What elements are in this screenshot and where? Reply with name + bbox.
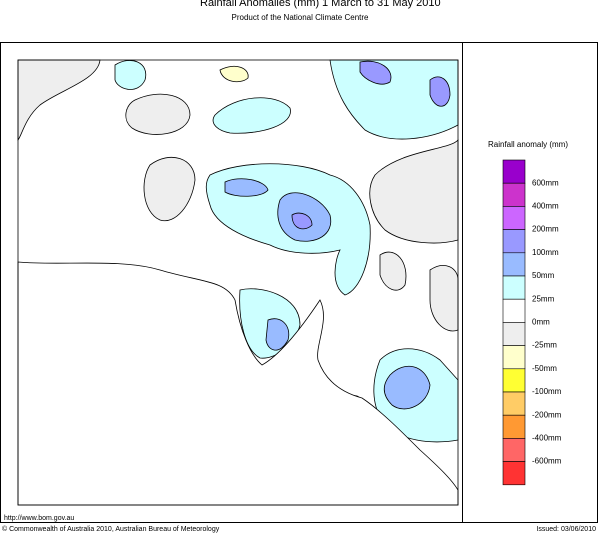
legend-label: 400mm: [532, 202, 559, 211]
very-wet-region: [265, 318, 290, 351]
legend-swatch: [502, 252, 526, 277]
legend-swatch: [502, 298, 526, 323]
subtitle: Product of the National Climate Centre: [232, 13, 370, 22]
legend-swatch: [502, 368, 526, 393]
map: [17, 59, 459, 506]
very-wet-region: [359, 60, 392, 85]
legend-title: Rainfall anomaly (mm): [488, 140, 568, 149]
legend: 600mm 400mm 200mm 100mm 50mm 25mm 0mm -25mm -50m…: [502, 159, 562, 486]
legend-swatch: [502, 438, 526, 462]
legend-label: 25mm: [532, 294, 555, 303]
legend-label: 50mm: [532, 271, 555, 280]
wet-region: [114, 60, 147, 90]
very-wet-region: [224, 178, 269, 197]
dry-region: [379, 251, 407, 291]
legend-swatch: [502, 159, 526, 184]
legend-swatch: [502, 275, 526, 300]
legend-label: 600mm: [532, 178, 559, 187]
legend-label: -200mm: [532, 410, 562, 419]
issued: Issued: 03/06/2010: [536, 526, 596, 533]
legend-label: -400mm: [532, 434, 562, 443]
legend-label: -50mm: [532, 364, 557, 373]
legend-swatch: [502, 206, 526, 230]
legend-label: -100mm: [532, 387, 562, 396]
legend-label: -600mm: [532, 457, 562, 466]
dry-region: [17, 59, 101, 142]
title: Rainfall Anomalies (mm): [200, 0, 319, 9]
legend-label: 100mm: [532, 248, 559, 257]
legend-swatch: [502, 229, 526, 254]
very-wet-region: [429, 76, 451, 107]
very-wet-region: [291, 212, 313, 230]
period: 1 March to 31 May 2010: [322, 0, 441, 9]
wet-region: [329, 59, 459, 140]
legend-swatch: [502, 391, 526, 416]
legend-label: 200mm: [532, 225, 559, 234]
dry-region: [143, 156, 196, 222]
legend-swatch: [502, 322, 526, 346]
dry-region: [219, 65, 249, 83]
map-border: [17, 59, 459, 506]
very-wet-region: [383, 365, 431, 410]
wet-region: [212, 97, 291, 134]
legend-swatch: [502, 414, 526, 439]
legend-swatch: [502, 461, 526, 486]
sea: [17, 261, 459, 506]
dry-region: [125, 93, 191, 135]
url: http://www.bom.gov.au: [4, 515, 74, 522]
legend-label: -25mm: [532, 341, 557, 350]
dry-region: [369, 138, 459, 244]
legend-swatch: [502, 345, 526, 370]
legend-label: 0mm: [532, 318, 550, 327]
copyright: © Commonwealth of Australia 2010, Austra…: [2, 525, 220, 533]
legend-swatch: [502, 182, 526, 207]
